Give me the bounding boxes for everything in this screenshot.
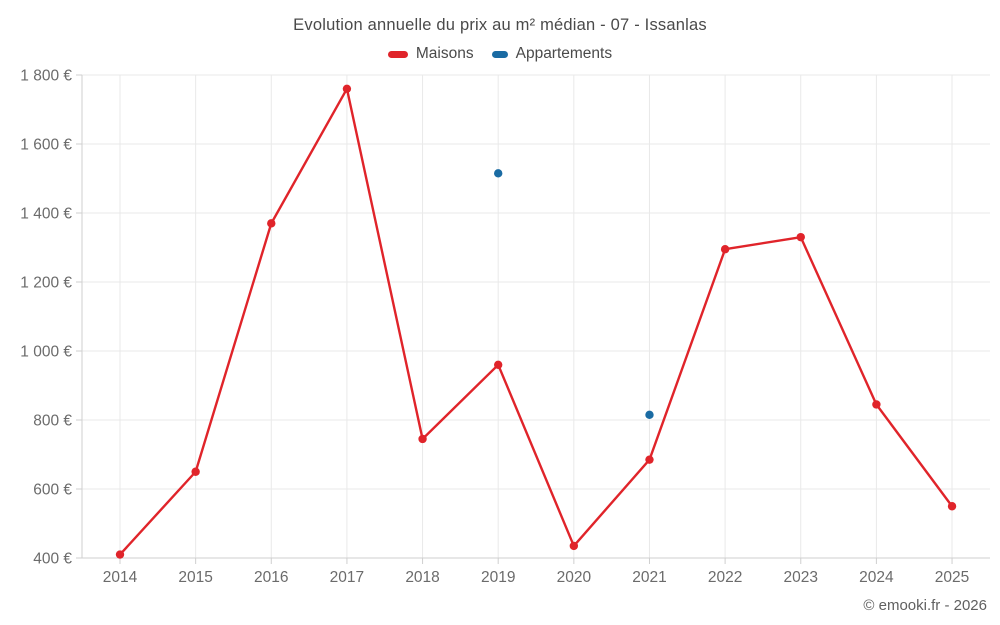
x-axis-label: 2024: [859, 569, 894, 586]
x-axis-label: 2025: [935, 569, 969, 586]
y-axis-label: 1 800 €: [20, 68, 72, 85]
data-point-maisons-2016: [267, 219, 276, 228]
x-axis-label: 2018: [405, 569, 439, 586]
data-point-maisons-2014: [115, 550, 125, 559]
appartements-series-swatch-icon: [491, 50, 508, 58]
y-axis-label: 1 200 €: [20, 275, 72, 292]
x-axis-label: 2022: [708, 569, 742, 586]
data-point-maisons-2023: [796, 232, 805, 242]
x-axis-label: 2020: [557, 569, 592, 586]
data-point-maisons-2018: [418, 434, 427, 444]
data-point-maisons-2021: [645, 455, 654, 464]
y-axis-label: 800 €: [33, 413, 72, 430]
data-point-maisons-2017: [342, 84, 352, 94]
legend-item-appartements[interactable]: Appartements: [491, 45, 613, 63]
x-axis-label: 2023: [784, 569, 818, 586]
y-axis-label: 1 600 €: [20, 137, 72, 154]
x-axis-label: 2017: [330, 569, 364, 586]
series-line-maisons: [118, 87, 954, 556]
y-axis-label: 1 000 €: [20, 344, 72, 361]
data-point-maisons-2015: [191, 467, 200, 476]
legend-item-maisons[interactable]: Maisons: [387, 45, 474, 63]
legend-label-appartements: Appartements: [515, 45, 613, 62]
maisons-series-swatch-icon: [387, 50, 408, 58]
legend: Maisons Appartements: [0, 45, 1000, 63]
x-axis-label: 2016: [254, 569, 288, 586]
data-point-appartements-2019: [494, 169, 503, 178]
y-axis-label: 1 400 €: [20, 206, 72, 223]
data-point-maisons-2024: [872, 400, 881, 409]
data-point-maisons-2020: [569, 541, 579, 551]
copyright-text: © emooki.fr - 2026: [863, 597, 987, 614]
legend-label-maisons: Maisons: [415, 45, 474, 62]
x-axis-label: 2015: [178, 569, 212, 586]
data-point-appartements-2021: [645, 410, 654, 420]
y-axis-label: 600 €: [33, 482, 72, 499]
y-axis-label: 400 €: [33, 551, 72, 568]
data-point-maisons-2022: [720, 245, 730, 254]
data-point-maisons-2025: [947, 502, 957, 511]
data-point-maisons-2019: [494, 360, 503, 369]
x-axis-label: 2019: [481, 569, 515, 586]
x-axis-label: 2014: [103, 569, 138, 586]
chart-title: Evolution annuelle du prix au m² médian …: [293, 16, 707, 34]
x-axis-label: 2021: [632, 569, 666, 586]
